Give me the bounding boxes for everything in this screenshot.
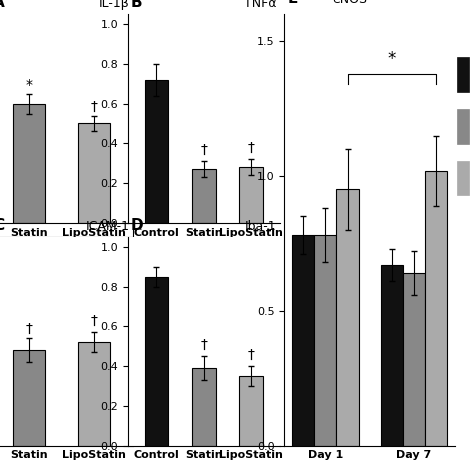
Text: D: D (131, 218, 144, 233)
Bar (78, 342, 110, 446)
Bar (457, 57, 469, 92)
Text: IL-1β: IL-1β (99, 0, 130, 10)
Text: †: † (248, 141, 255, 155)
Bar (457, 109, 469, 144)
Text: †: † (201, 338, 207, 352)
Bar (145, 277, 168, 446)
Bar (403, 273, 425, 446)
Text: †: † (91, 314, 97, 328)
Text: †: † (201, 143, 207, 157)
Text: Iba-1: Iba-1 (245, 220, 277, 233)
Text: *: * (388, 50, 396, 68)
Text: *: * (26, 78, 33, 91)
Bar (314, 235, 337, 446)
Text: †: † (91, 100, 97, 114)
Text: †: † (248, 348, 255, 362)
Bar (239, 376, 263, 446)
Text: ICAM-1: ICAM-1 (86, 220, 130, 233)
Bar (145, 80, 168, 223)
Text: †: † (26, 322, 33, 337)
Bar (292, 235, 314, 446)
Bar (425, 171, 447, 446)
Bar (78, 123, 110, 223)
Text: A: A (0, 0, 5, 10)
Text: TNFα: TNFα (244, 0, 277, 10)
Bar (239, 167, 263, 223)
Bar (13, 350, 46, 446)
Text: E: E (288, 0, 298, 6)
Bar (192, 169, 216, 223)
Text: C: C (0, 218, 4, 233)
Bar (457, 161, 469, 195)
Bar (192, 368, 216, 446)
Text: B: B (131, 0, 143, 10)
Bar (381, 265, 403, 446)
Bar (337, 190, 359, 446)
Text: eNOS: eNOS (332, 0, 367, 6)
Bar (13, 104, 46, 223)
